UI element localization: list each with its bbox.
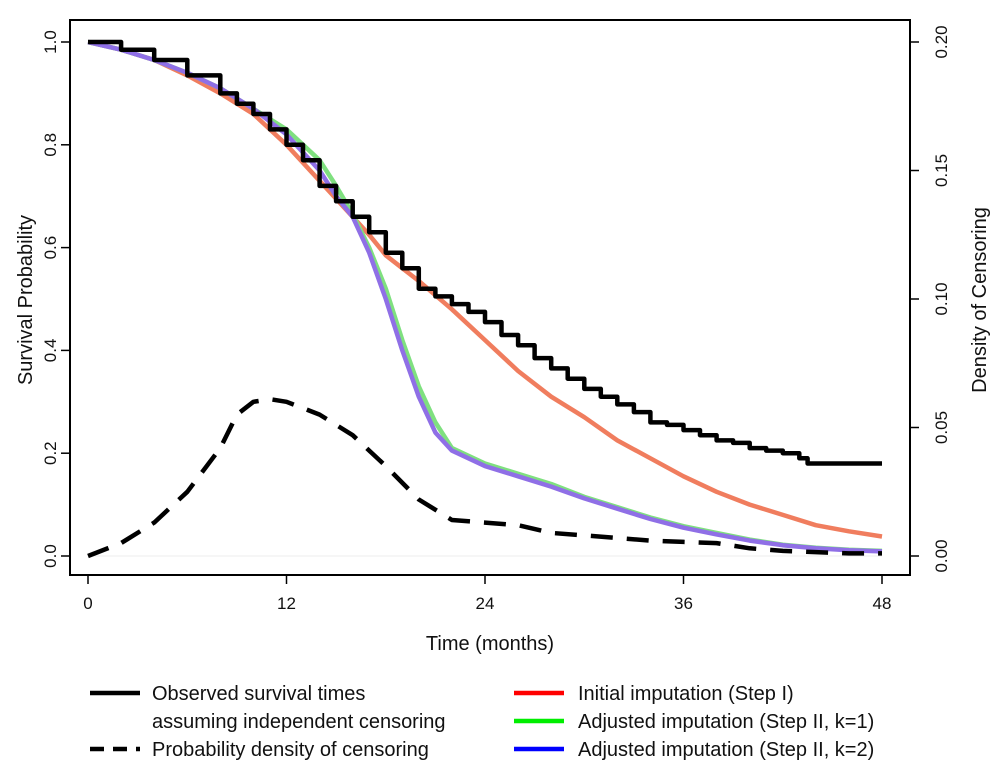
x-tick-label: 48 (873, 594, 892, 613)
series-line-4 (88, 39, 882, 466)
y-tick-label: 0.8 (41, 133, 60, 157)
legend-label: Adjusted imputation (Step II, k=1) (578, 711, 874, 733)
y2-tick-label: 0.15 (932, 154, 951, 187)
legend-label: Adjusted imputation (Step II, k=2) (578, 739, 874, 761)
x-axis: 0 12 24 36 48 (83, 575, 891, 613)
legend-label: Probability density of censoring (152, 739, 429, 761)
x-tick-label: 36 (674, 594, 693, 613)
y2-tick-label: 0.00 (932, 539, 951, 572)
y-axis-left: 0.0 0.2 0.4 0.6 0.8 1.0 (41, 30, 70, 568)
y2-tick-label: 0.05 (932, 411, 951, 444)
legend-label: Initial imputation (Step I) (578, 683, 794, 705)
legend-label: Observed survival times (152, 683, 365, 705)
legend-label-line2: assuming independent censoring (152, 711, 446, 733)
y-tick-label: 0.0 (41, 544, 60, 568)
y-tick-label: 0.6 (41, 236, 60, 260)
x-tick-label: 12 (277, 594, 296, 613)
y-tick-label: 0.2 (41, 441, 60, 465)
x-tick-label: 0 (83, 594, 92, 613)
y2-tick-label: 0.20 (932, 25, 951, 58)
series-line-1 (87, 39, 883, 539)
y2-axis-title: Density of Censoring (969, 207, 991, 393)
x-tick-label: 24 (476, 594, 495, 613)
y-axis-right: 0.00 0.05 0.10 0.15 0.20 (910, 25, 951, 573)
x-axis-title: Time (months) (426, 633, 554, 655)
series-layer (87, 39, 883, 559)
y-axis-title: Survival Probability (15, 215, 37, 385)
legend: Observed survival times assuming independ… (90, 683, 874, 761)
series-line-3 (87, 39, 883, 554)
y-tick-label: 0.4 (41, 339, 60, 363)
plot-frame (69, 19, 911, 576)
y-tick-label: 1.0 (41, 30, 60, 54)
series-line-5 (87, 396, 882, 559)
y2-tick-label: 0.10 (932, 282, 951, 315)
series-line-2 (87, 39, 883, 554)
